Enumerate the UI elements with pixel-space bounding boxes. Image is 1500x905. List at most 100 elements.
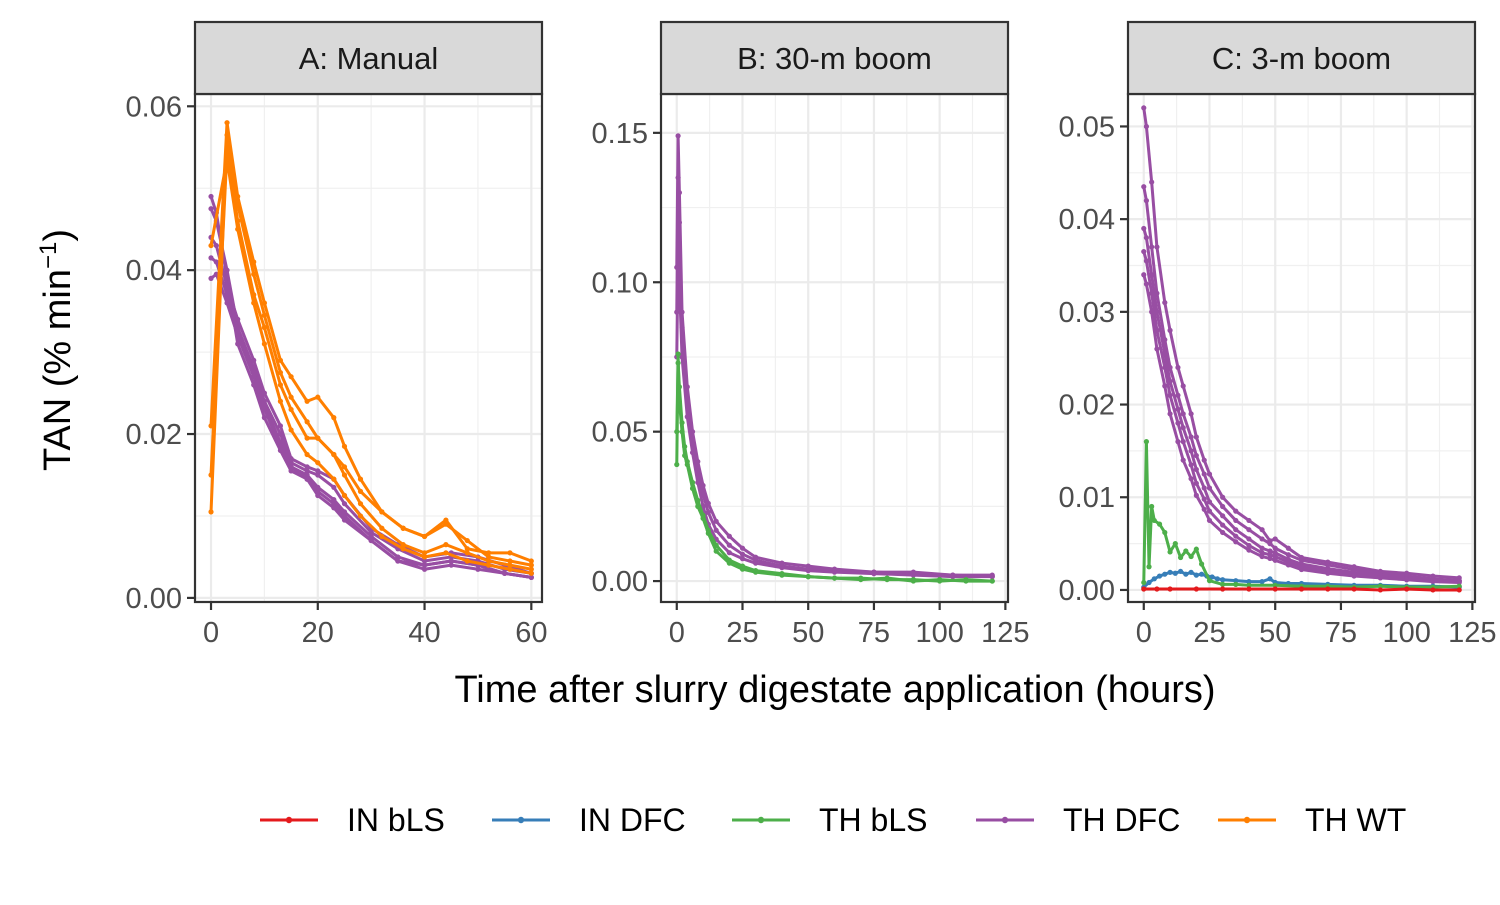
data-point [208, 509, 214, 515]
data-point [277, 369, 284, 376]
series-th-wt-9 [208, 156, 534, 576]
data-point [379, 533, 385, 540]
data-point [507, 550, 513, 556]
series-th-wt-7 [208, 132, 534, 568]
data-point [1193, 546, 1199, 552]
data-point [288, 406, 294, 413]
data-point [261, 341, 267, 347]
data-point [1183, 571, 1189, 577]
data-point [1404, 577, 1410, 583]
data-point [1175, 406, 1181, 412]
panel-background [1128, 94, 1475, 602]
data-point [1141, 225, 1147, 232]
data-point [261, 406, 267, 413]
legend-item-th-dfc: TH DFC [976, 802, 1180, 838]
data-point [341, 472, 348, 478]
x-tick-label: 50 [792, 617, 824, 649]
legend-label: TH DFC [1063, 802, 1180, 838]
data-point [1272, 536, 1278, 542]
data-point [682, 444, 688, 450]
y-tick-label: 0.01 [1059, 482, 1115, 514]
legend-item-in-bls: IN bLS [260, 802, 445, 838]
x-tick-label: 100 [915, 617, 963, 649]
data-point [208, 275, 214, 281]
data-point [1259, 527, 1265, 533]
data-point [1267, 552, 1273, 558]
data-point [675, 351, 681, 357]
series-line [209, 158, 533, 575]
legend-label: TH WT [1305, 802, 1406, 838]
data-point [1209, 574, 1215, 580]
data-point [726, 533, 732, 539]
data-point [1188, 462, 1194, 468]
x-tick-label: 125 [981, 617, 1029, 649]
data-point [315, 460, 321, 466]
data-point [1220, 529, 1226, 536]
series-line [209, 133, 533, 567]
series-line [1142, 587, 1461, 592]
data-point [341, 517, 348, 523]
data-point [443, 542, 449, 548]
data-point [1141, 184, 1147, 190]
y-tick-label: 0.00 [592, 566, 648, 598]
data-point [315, 472, 321, 478]
data-point [443, 550, 449, 556]
data-point [1201, 485, 1207, 491]
legend-label: IN DFC [579, 802, 686, 838]
data-point [1167, 327, 1173, 333]
data-point [1146, 564, 1152, 570]
data-point [831, 575, 838, 581]
data-point [1201, 506, 1207, 512]
data-point [1259, 545, 1265, 551]
data-point [871, 571, 877, 577]
data-point [1201, 496, 1207, 502]
data-point [261, 390, 267, 396]
data-point [304, 464, 310, 470]
data-point [331, 451, 337, 458]
data-point [1193, 586, 1199, 592]
x-tick-label: 75 [858, 617, 890, 649]
series-th-wt-8 [208, 148, 534, 572]
data-point [1143, 235, 1149, 241]
data-point [1162, 299, 1168, 306]
data-point [1246, 586, 1252, 592]
data-point [1246, 536, 1252, 542]
data-point [705, 509, 711, 515]
x-tick-label: 40 [408, 617, 440, 649]
y-tick-label: 0.03 [1059, 297, 1115, 329]
data-point [486, 554, 492, 560]
data-point [1259, 550, 1265, 556]
data-point [208, 472, 214, 478]
data-point [395, 558, 401, 564]
data-point [1199, 561, 1205, 567]
data-point [224, 156, 230, 163]
data-point [726, 542, 732, 548]
series-line [1142, 185, 1461, 583]
data-point [1272, 586, 1278, 592]
data-point [304, 451, 310, 458]
data-point [1162, 364, 1168, 371]
data-point [1154, 346, 1160, 352]
legend-item-in-dfc: IN DFC [492, 802, 686, 838]
data-point [1259, 579, 1265, 585]
data-point [684, 414, 690, 420]
y-tick-label: 0.06 [126, 91, 182, 123]
data-point [421, 533, 428, 540]
data-point [1233, 578, 1239, 584]
data-point [1267, 576, 1273, 582]
series-layer [674, 133, 995, 584]
data-point [443, 517, 449, 523]
y-tick-label: 0.05 [592, 417, 648, 449]
y-axis-title-close: ) [37, 229, 79, 242]
y-axis-title-main: TAN (% min [37, 269, 79, 471]
data-point [1162, 383, 1168, 389]
data-point [331, 496, 337, 503]
legend-item-th-wt: TH WT [1218, 802, 1406, 838]
data-point [1172, 570, 1178, 576]
panel-3: C: 3-m boom 0 25 50 75 100 125 0.00 0.01 0.02 0.03… [1059, 20, 1497, 649]
data-point [910, 576, 916, 583]
data-point [884, 576, 890, 583]
y-tick-label: 0.05 [1059, 111, 1115, 143]
data-point [448, 562, 454, 568]
